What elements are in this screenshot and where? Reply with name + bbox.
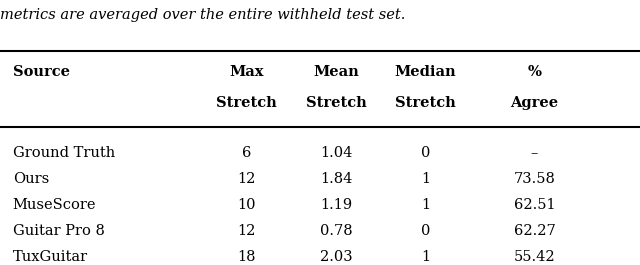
Text: 1.19: 1.19 xyxy=(320,198,352,212)
Text: 1: 1 xyxy=(421,172,430,186)
Text: 73.58: 73.58 xyxy=(513,172,556,186)
Text: –: – xyxy=(531,146,538,160)
Text: Agree: Agree xyxy=(510,96,559,110)
Text: 1: 1 xyxy=(421,198,430,212)
Text: %: % xyxy=(527,65,541,79)
Text: Source: Source xyxy=(13,65,70,79)
Text: 12: 12 xyxy=(237,224,255,238)
Text: Ours: Ours xyxy=(13,172,49,186)
Text: 10: 10 xyxy=(237,198,255,212)
Text: Max: Max xyxy=(229,65,264,79)
Text: Mean: Mean xyxy=(313,65,359,79)
Text: 6: 6 xyxy=(242,146,251,160)
Text: 18: 18 xyxy=(237,250,255,264)
Text: Median: Median xyxy=(395,65,456,79)
Text: 1.84: 1.84 xyxy=(320,172,352,186)
Text: 1.04: 1.04 xyxy=(320,146,352,160)
Text: Guitar Pro 8: Guitar Pro 8 xyxy=(13,224,105,238)
Text: 55.42: 55.42 xyxy=(513,250,556,264)
Text: TuxGuitar: TuxGuitar xyxy=(13,250,88,264)
Text: Stretch: Stretch xyxy=(396,96,456,110)
Text: Stretch: Stretch xyxy=(306,96,366,110)
Text: 62.27: 62.27 xyxy=(513,224,556,238)
Text: 0.78: 0.78 xyxy=(320,224,352,238)
Text: MuseScore: MuseScore xyxy=(13,198,96,212)
Text: metrics are averaged over the entire withheld test set.: metrics are averaged over the entire wit… xyxy=(0,8,405,22)
Text: 62.51: 62.51 xyxy=(513,198,556,212)
Text: Ground Truth: Ground Truth xyxy=(13,146,115,160)
Text: 2.03: 2.03 xyxy=(320,250,352,264)
Text: 0: 0 xyxy=(421,146,430,160)
Text: Stretch: Stretch xyxy=(216,96,276,110)
Text: 1: 1 xyxy=(421,250,430,264)
Text: 0: 0 xyxy=(421,224,430,238)
Text: 12: 12 xyxy=(237,172,255,186)
